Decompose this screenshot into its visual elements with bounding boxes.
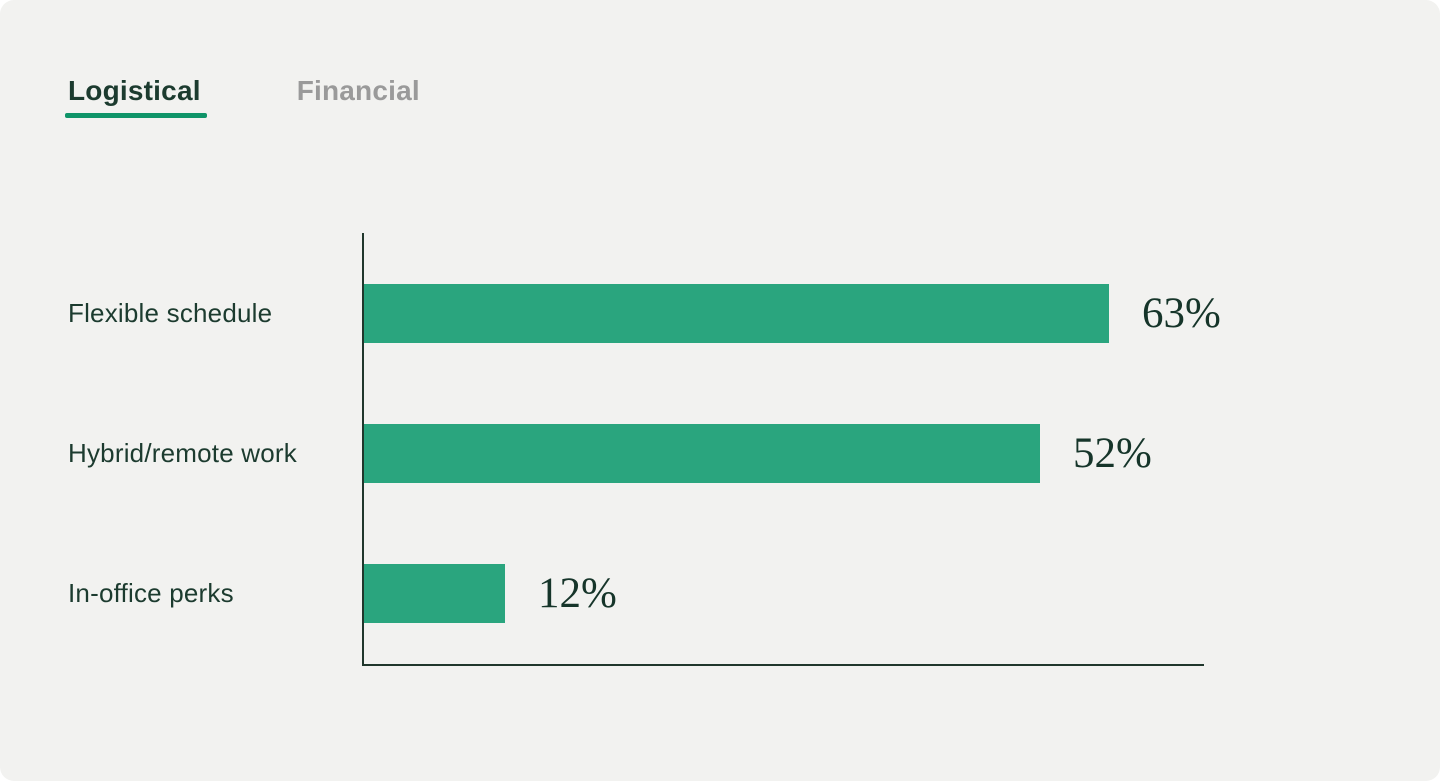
- tab-logistical-label: Logistical: [68, 75, 201, 106]
- category-label-flexible-schedule: Flexible schedule: [68, 298, 273, 328]
- bar-flexible-schedule: [364, 284, 1109, 343]
- bar-row: 12%: [364, 564, 1204, 623]
- bar-row: 52%: [364, 424, 1204, 483]
- tab-financial[interactable]: Financial: [297, 74, 420, 118]
- bar-row: 63%: [364, 284, 1221, 343]
- bar-hybrid-remote-work: [364, 424, 1040, 483]
- category-label-hybrid-remote-work: Hybrid/remote work: [68, 438, 297, 468]
- tab-financial-label: Financial: [296, 75, 420, 106]
- value-label: 12%: [538, 570, 617, 617]
- tab-logistical[interactable]: Logistical: [65, 74, 207, 118]
- tab-bar: Logistical Financial: [65, 74, 420, 118]
- bar-chart-plot-area: 63% 52% 12%: [362, 233, 1221, 666]
- value-label: 63%: [1142, 290, 1221, 337]
- category-label-in-office-perks: In-office perks: [68, 578, 234, 608]
- bar-in-office-perks: [364, 564, 505, 623]
- value-label: 52%: [1073, 430, 1152, 477]
- active-tab-underline: [65, 113, 207, 118]
